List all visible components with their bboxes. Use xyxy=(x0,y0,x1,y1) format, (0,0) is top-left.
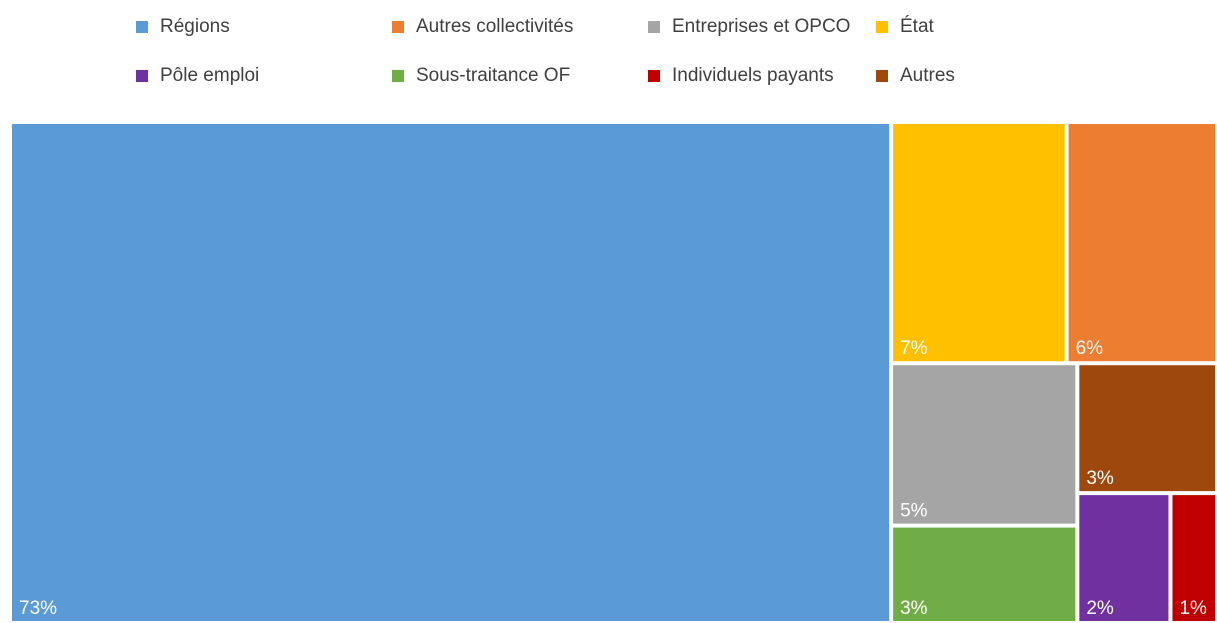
legend-label: État xyxy=(900,16,935,37)
treemap-tile xyxy=(1068,124,1215,362)
legend-label: Régions xyxy=(160,16,230,37)
data-label: 2% xyxy=(1086,598,1114,619)
treemap-tile xyxy=(893,527,1076,621)
legend-swatch xyxy=(136,21,148,33)
legend-swatch xyxy=(648,21,660,33)
legend-label: Entreprises et OPCO xyxy=(672,16,850,37)
treemap-tile xyxy=(893,124,1065,362)
data-label: 3% xyxy=(1086,468,1114,489)
treemap-tile xyxy=(1079,495,1169,621)
data-label: 5% xyxy=(900,501,928,522)
data-label: 3% xyxy=(900,598,928,619)
legend-label: Individuels payants xyxy=(672,65,834,86)
legend-label: Autres collectivités xyxy=(416,16,573,37)
data-label: 1% xyxy=(1179,598,1207,619)
legend-swatch xyxy=(136,70,148,82)
legend-label: Autres xyxy=(900,65,955,86)
legend-label: Sous-traitance OF xyxy=(416,65,570,86)
legend-swatch xyxy=(876,21,888,33)
treemap-tile xyxy=(12,124,890,621)
legend-swatch xyxy=(392,70,404,82)
data-label: 73% xyxy=(19,598,57,619)
treemap-tile xyxy=(893,365,1076,524)
data-label: 6% xyxy=(1076,338,1104,359)
treemap-tile xyxy=(1079,365,1215,492)
legend-label: Pôle emploi xyxy=(160,65,259,86)
legend-swatch xyxy=(392,21,404,33)
data-label: 7% xyxy=(900,338,928,359)
treemap-tile xyxy=(1172,495,1215,621)
legend-swatch xyxy=(648,70,660,82)
legend-swatch xyxy=(876,70,888,82)
